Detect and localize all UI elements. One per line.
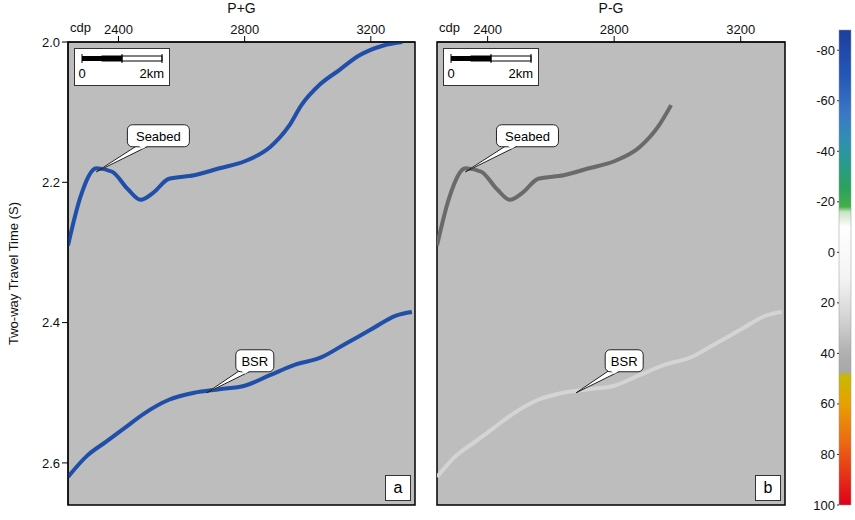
svg-text:20: 20 xyxy=(821,295,835,310)
svg-text:0: 0 xyxy=(78,66,85,81)
svg-text:0: 0 xyxy=(447,66,454,81)
html-text:b: b xyxy=(763,479,773,496)
svg-text:80: 80 xyxy=(821,447,835,462)
svg-text:BSR: BSR xyxy=(611,354,638,369)
svg-text:Seabed: Seabed xyxy=(505,129,550,144)
svg-text:Two-way Travel Time (S): Two-way Travel Time (S) xyxy=(6,202,21,345)
html-text:a: a xyxy=(393,479,403,496)
html-text:cdp: cdp xyxy=(70,20,91,35)
svg-text:100: 100 xyxy=(813,498,835,513)
html-text:P+G: P+G xyxy=(227,0,256,16)
svg-text:2km: 2km xyxy=(139,66,164,81)
svg-text:60: 60 xyxy=(821,396,835,411)
svg-text:2800: 2800 xyxy=(230,22,259,37)
svg-text:2.4: 2.4 xyxy=(42,315,60,330)
svg-text:-20: -20 xyxy=(816,194,835,209)
svg-text:2400: 2400 xyxy=(104,22,133,37)
svg-text:3200: 3200 xyxy=(356,22,385,37)
svg-text:2km: 2km xyxy=(508,66,533,81)
svg-text:3200: 3200 xyxy=(726,22,755,37)
svg-text:-80: -80 xyxy=(816,43,835,58)
svg-text:Seabed: Seabed xyxy=(136,129,181,144)
html-text:cdp: cdp xyxy=(439,20,460,35)
svg-text:2.2: 2.2 xyxy=(42,175,60,190)
svg-text:0: 0 xyxy=(828,245,835,260)
svg-text:40: 40 xyxy=(821,346,835,361)
svg-text:2.0: 2.0 xyxy=(42,35,60,50)
svg-text:BSR: BSR xyxy=(241,354,268,369)
svg-text:-40: -40 xyxy=(816,144,835,159)
svg-text:2400: 2400 xyxy=(473,22,502,37)
svg-text:2.6: 2.6 xyxy=(42,456,60,471)
html-text:P-G: P-G xyxy=(598,0,624,16)
svg-text:-60: -60 xyxy=(816,93,835,108)
svg-text:2800: 2800 xyxy=(600,22,629,37)
